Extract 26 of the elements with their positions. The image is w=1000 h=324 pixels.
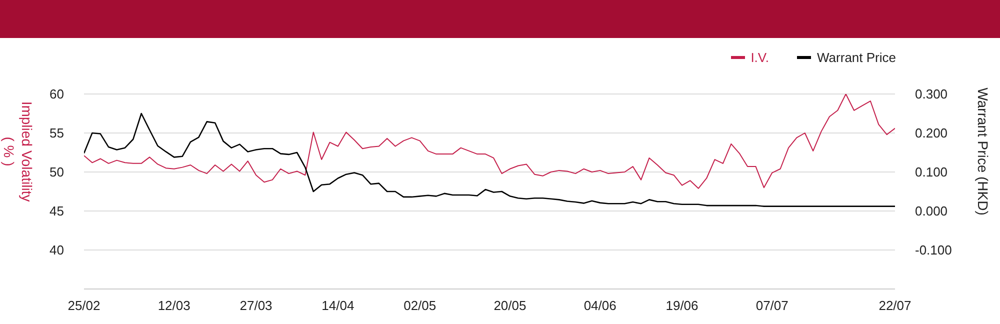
line-series: [84, 112, 895, 207]
x-tick-label: 20/05: [494, 298, 526, 314]
y2-tick-label: 0.000: [915, 204, 948, 219]
y-tick-label: 60: [50, 86, 64, 102]
y-tick-label: 50: [50, 164, 64, 180]
x-tick-label: 19/06: [666, 298, 698, 314]
y-tick-label: 45: [50, 204, 64, 219]
y2-tick-label: 0.300: [915, 86, 948, 102]
line-series: [84, 94, 895, 189]
x-tick-label: 04/06: [584, 298, 616, 314]
y-tick-label: 55: [50, 126, 64, 141]
y2-tick-label: 0.200: [915, 126, 948, 141]
x-tick-label: 12/03: [158, 298, 190, 314]
x-tick-label: 14/04: [322, 298, 354, 314]
legend-label: I.V.: [750, 50, 770, 65]
y2-tick-label: 0.100: [915, 164, 948, 180]
y-tick-label: 40: [50, 242, 64, 258]
y2-axis-title: Warrant Price (HKD): [975, 88, 991, 216]
x-tick-label: 22/07: [878, 298, 912, 314]
y-axis-title: Implied Volatility ( % ): [1, 101, 35, 202]
legend-label: Warrant Price: [816, 50, 896, 65]
x-tick-label: 07/07: [756, 298, 788, 314]
x-tick-label: 25/02: [68, 298, 100, 314]
y2-tick-label: -0.100: [915, 242, 952, 258]
x-tick-label: 27/03: [240, 298, 272, 314]
x-tick-label: 02/05: [404, 298, 436, 314]
